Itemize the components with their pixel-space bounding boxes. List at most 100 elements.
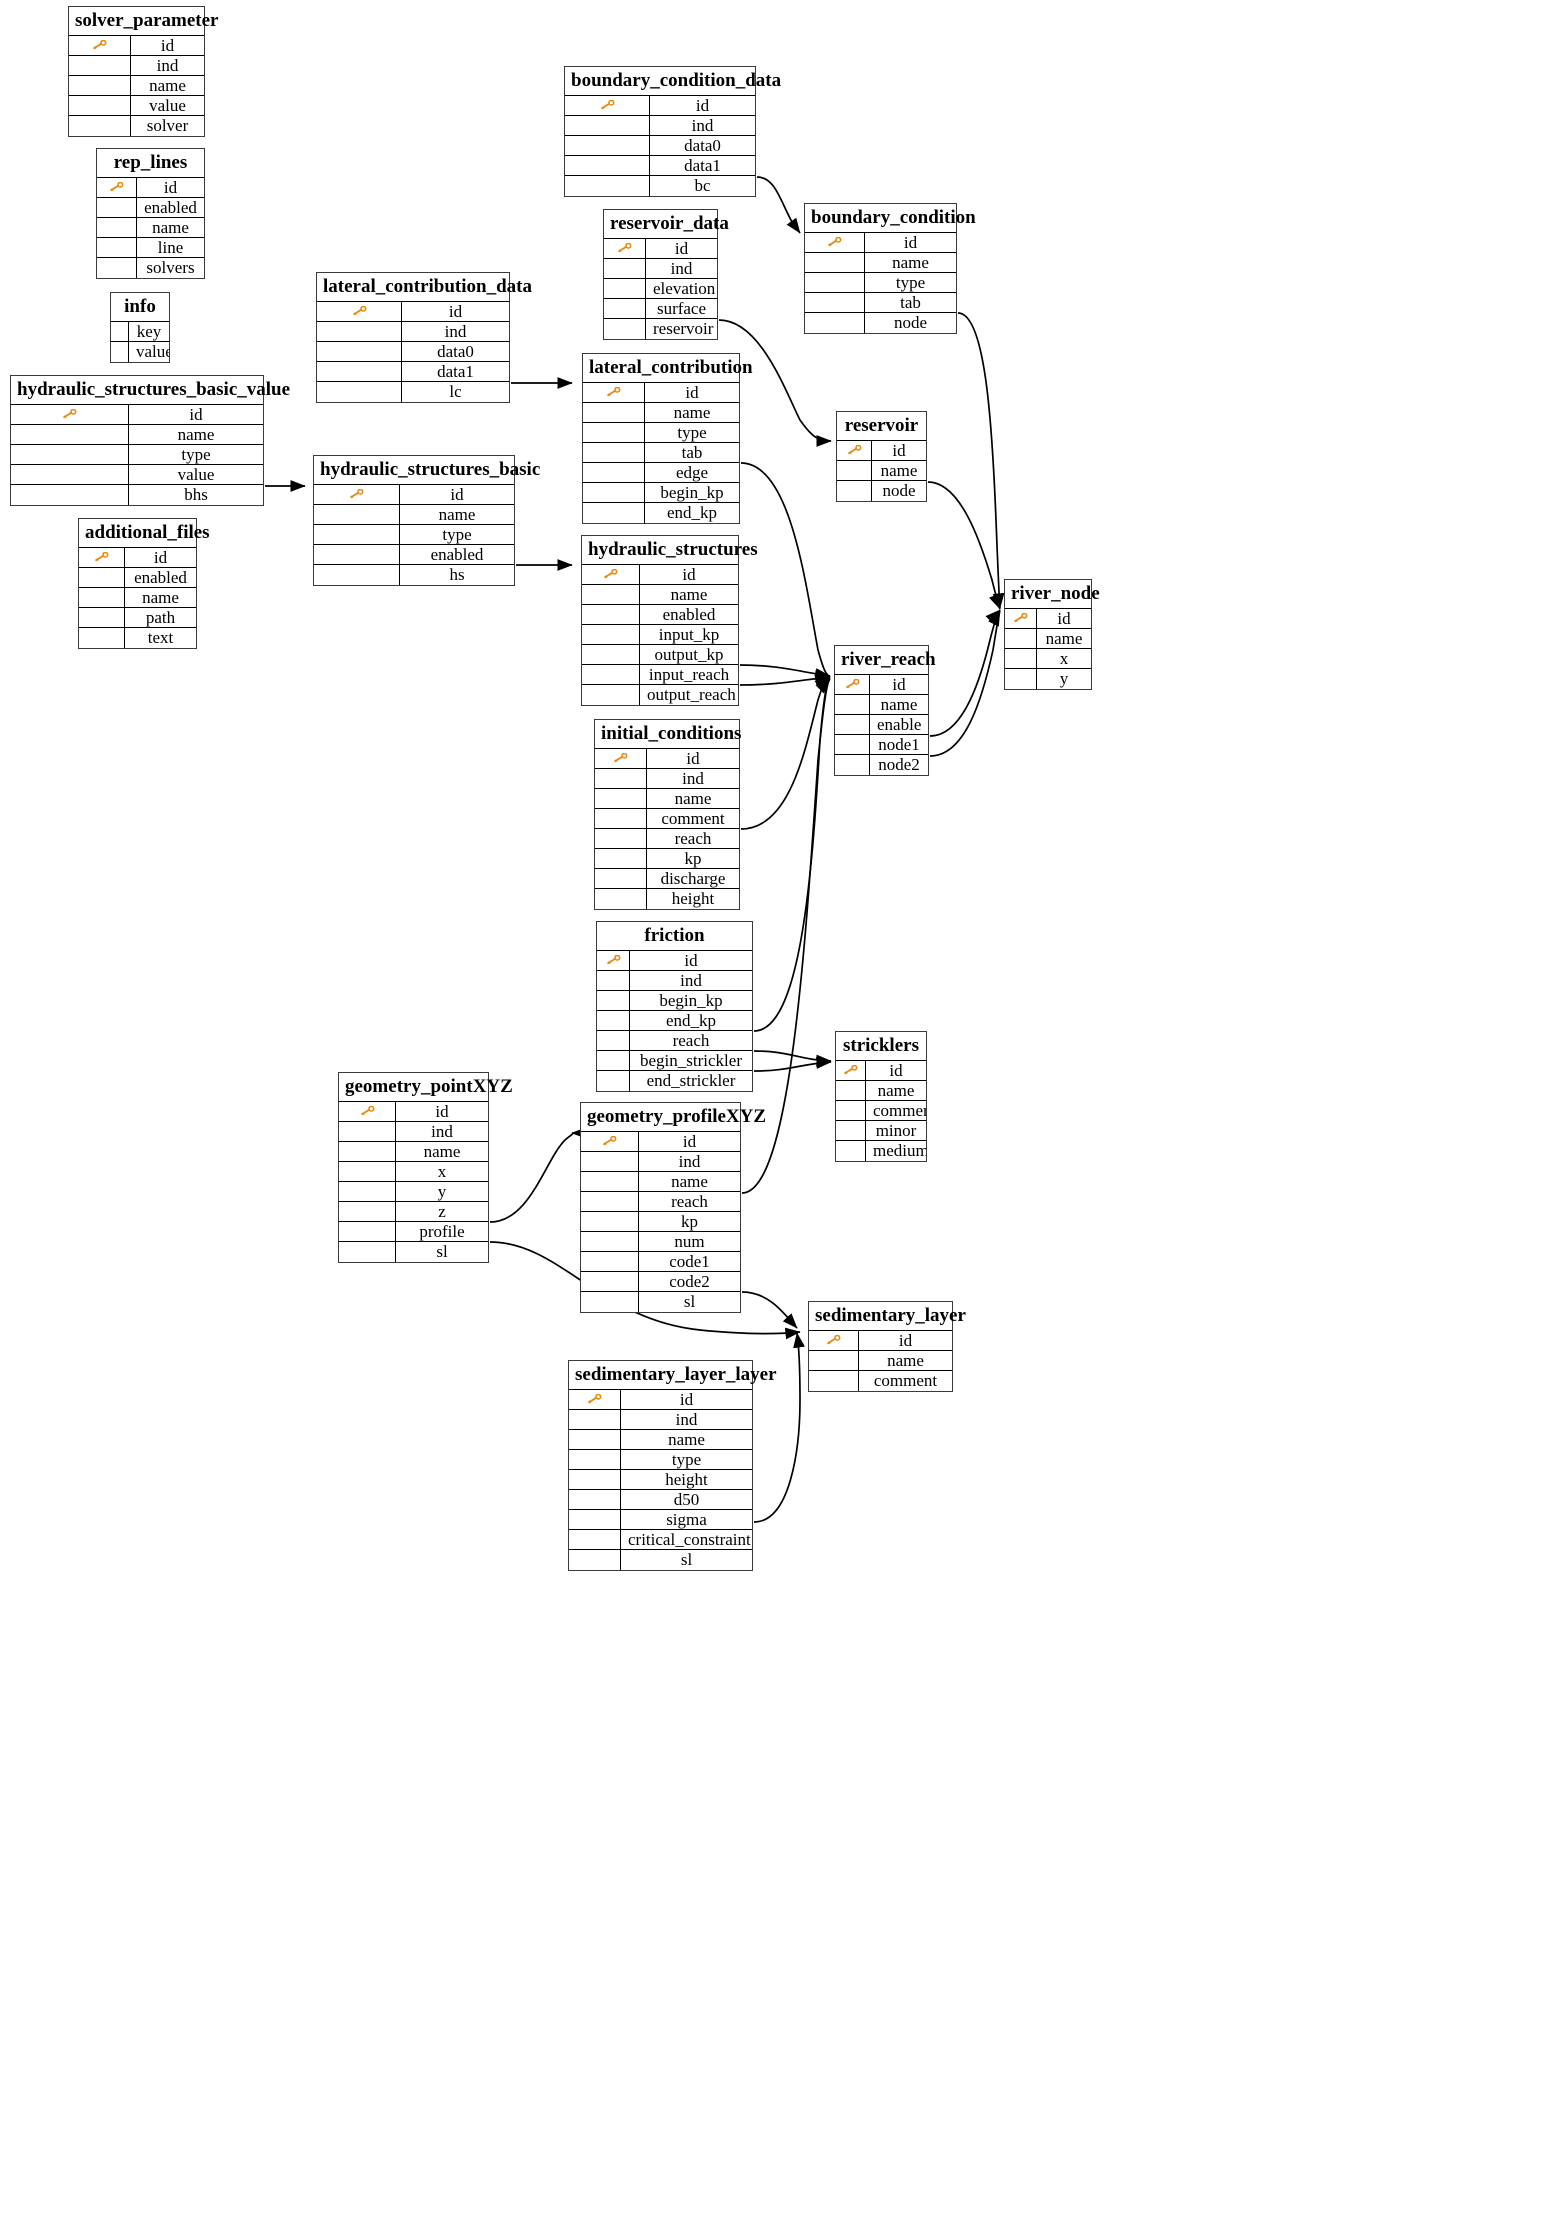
entity-table-geometry_pointXYZ[interactable]: geometry_pointXYZ id ind name x y z profile sl	[338, 1072, 513, 1263]
field-row[interactable]: id	[1005, 609, 1091, 629]
field-row[interactable]: input_reach	[582, 665, 738, 685]
field-row[interactable]: surface	[604, 299, 717, 319]
entity-table-hydraulic_structures_basic[interactable]: hydraulic_structures_basic id name type enab…	[313, 455, 540, 586]
field-row[interactable]: begin_kp	[583, 483, 739, 503]
field-row[interactable]: ind	[317, 322, 509, 342]
entity-table-hydraulic_structures_basic_value[interactable]: hydraulic_structures_basic_value id name ty…	[10, 375, 290, 506]
field-row[interactable]: id	[339, 1102, 488, 1122]
field-row[interactable]: name	[97, 218, 204, 238]
field-row[interactable]: ind	[69, 56, 204, 76]
field-row[interactable]: reservoir	[604, 319, 717, 339]
field-row[interactable]: enabled	[314, 545, 514, 565]
entity-table-sedimentary_layer_layer[interactable]: sedimentary_layer_layer id ind name type heig…	[568, 1360, 777, 1571]
field-row[interactable]: tab	[805, 293, 956, 313]
field-row[interactable]: num	[581, 1232, 740, 1252]
field-row[interactable]: ind	[597, 971, 752, 991]
field-row[interactable]: input_kp	[582, 625, 738, 645]
entity-table-boundary_condition_data[interactable]: boundary_condition_data id ind data0 data1 bc	[564, 66, 781, 197]
field-row[interactable]: name	[583, 403, 739, 423]
field-row[interactable]: node	[805, 313, 956, 333]
field-row[interactable]: id	[837, 441, 926, 461]
field-row[interactable]: name	[69, 76, 204, 96]
field-row[interactable]: end_strickler	[597, 1071, 752, 1091]
field-row[interactable]: id	[314, 485, 514, 505]
entity-table-rep_lines[interactable]: rep_lines id enabled name line solvers	[96, 148, 205, 279]
field-row[interactable]: ind	[595, 769, 739, 789]
field-row[interactable]: z	[339, 1202, 488, 1222]
field-row[interactable]: bhs	[11, 485, 263, 505]
field-row[interactable]: sl	[581, 1292, 740, 1312]
field-row[interactable]: name	[836, 1081, 926, 1101]
field-row[interactable]: minor	[836, 1121, 926, 1141]
field-row[interactable]: tab	[583, 443, 739, 463]
field-row[interactable]: kp	[581, 1212, 740, 1232]
field-row[interactable]: name	[837, 461, 926, 481]
field-row[interactable]: id	[97, 178, 204, 198]
field-row[interactable]: type	[569, 1450, 752, 1470]
field-row[interactable]: key	[111, 322, 169, 342]
field-row[interactable]: id	[583, 383, 739, 403]
field-row[interactable]: value	[11, 465, 263, 485]
field-row[interactable]: sigma	[569, 1510, 752, 1530]
field-row[interactable]: node2	[835, 755, 928, 775]
field-row[interactable]: kp	[595, 849, 739, 869]
field-row[interactable]: ind	[339, 1122, 488, 1142]
field-row[interactable]: reach	[581, 1192, 740, 1212]
field-row[interactable]: ind	[565, 116, 755, 136]
field-row[interactable]: critical_constraint	[569, 1530, 752, 1550]
field-row[interactable]: id	[317, 302, 509, 322]
field-row[interactable]: enabled	[97, 198, 204, 218]
field-row[interactable]: output_reach	[582, 685, 738, 705]
field-row[interactable]: id	[597, 951, 752, 971]
field-row[interactable]: id	[836, 1061, 926, 1081]
field-row[interactable]: height	[595, 889, 739, 909]
field-row[interactable]: bc	[565, 176, 755, 196]
field-row[interactable]: name	[582, 585, 738, 605]
field-row[interactable]: id	[69, 36, 204, 56]
field-row[interactable]: name	[1005, 629, 1091, 649]
entity-table-solver_parameter[interactable]: solver_parameter id ind name value solver	[68, 6, 219, 137]
field-row[interactable]: d50	[569, 1490, 752, 1510]
field-row[interactable]: type	[314, 525, 514, 545]
field-row[interactable]: id	[595, 749, 739, 769]
field-row[interactable]: id	[805, 233, 956, 253]
field-row[interactable]: id	[809, 1331, 952, 1351]
field-row[interactable]: name	[314, 505, 514, 525]
entity-table-river_node[interactable]: river_node id name x y	[1004, 579, 1100, 690]
entity-table-friction[interactable]: friction id ind begin_kp end_kp reach begin_st…	[596, 921, 753, 1092]
field-row[interactable]: id	[582, 565, 738, 585]
field-row[interactable]: data0	[565, 136, 755, 156]
entity-table-hydraulic_structures[interactable]: hydraulic_structures id name enabled input_k…	[581, 535, 758, 706]
field-row[interactable]: height	[569, 1470, 752, 1490]
field-row[interactable]: lc	[317, 382, 509, 402]
field-row[interactable]: path	[79, 608, 196, 628]
field-row[interactable]: elevation	[604, 279, 717, 299]
field-row[interactable]: id	[79, 548, 196, 568]
field-row[interactable]: name	[805, 253, 956, 273]
field-row[interactable]: ind	[581, 1152, 740, 1172]
field-row[interactable]: id	[835, 675, 928, 695]
field-row[interactable]: type	[805, 273, 956, 293]
field-row[interactable]: node1	[835, 735, 928, 755]
field-row[interactable]: comment	[809, 1371, 952, 1391]
field-row[interactable]: line	[97, 238, 204, 258]
entity-table-lateral_contribution_data[interactable]: lateral_contribution_data id ind data0 data1…	[316, 272, 532, 403]
field-row[interactable]: begin_kp	[597, 991, 752, 1011]
field-row[interactable]: sl	[569, 1550, 752, 1570]
field-row[interactable]: id	[569, 1390, 752, 1410]
field-row[interactable]: name	[339, 1142, 488, 1162]
field-row[interactable]: y	[339, 1182, 488, 1202]
entity-table-reservoir_data[interactable]: reservoir_data id ind elevation surface reser…	[603, 209, 729, 340]
field-row[interactable]: discharge	[595, 869, 739, 889]
field-row[interactable]: node	[837, 481, 926, 501]
field-row[interactable]: end_kp	[597, 1011, 752, 1031]
field-row[interactable]: value	[69, 96, 204, 116]
field-row[interactable]: ind	[604, 259, 717, 279]
entity-table-lateral_contribution[interactable]: lateral_contribution id name type tab edge beg…	[582, 353, 753, 524]
field-row[interactable]: reach	[597, 1031, 752, 1051]
field-row[interactable]: edge	[583, 463, 739, 483]
field-row[interactable]: x	[339, 1162, 488, 1182]
field-row[interactable]: reach	[595, 829, 739, 849]
field-row[interactable]: comment	[836, 1101, 926, 1121]
field-row[interactable]: name	[809, 1351, 952, 1371]
